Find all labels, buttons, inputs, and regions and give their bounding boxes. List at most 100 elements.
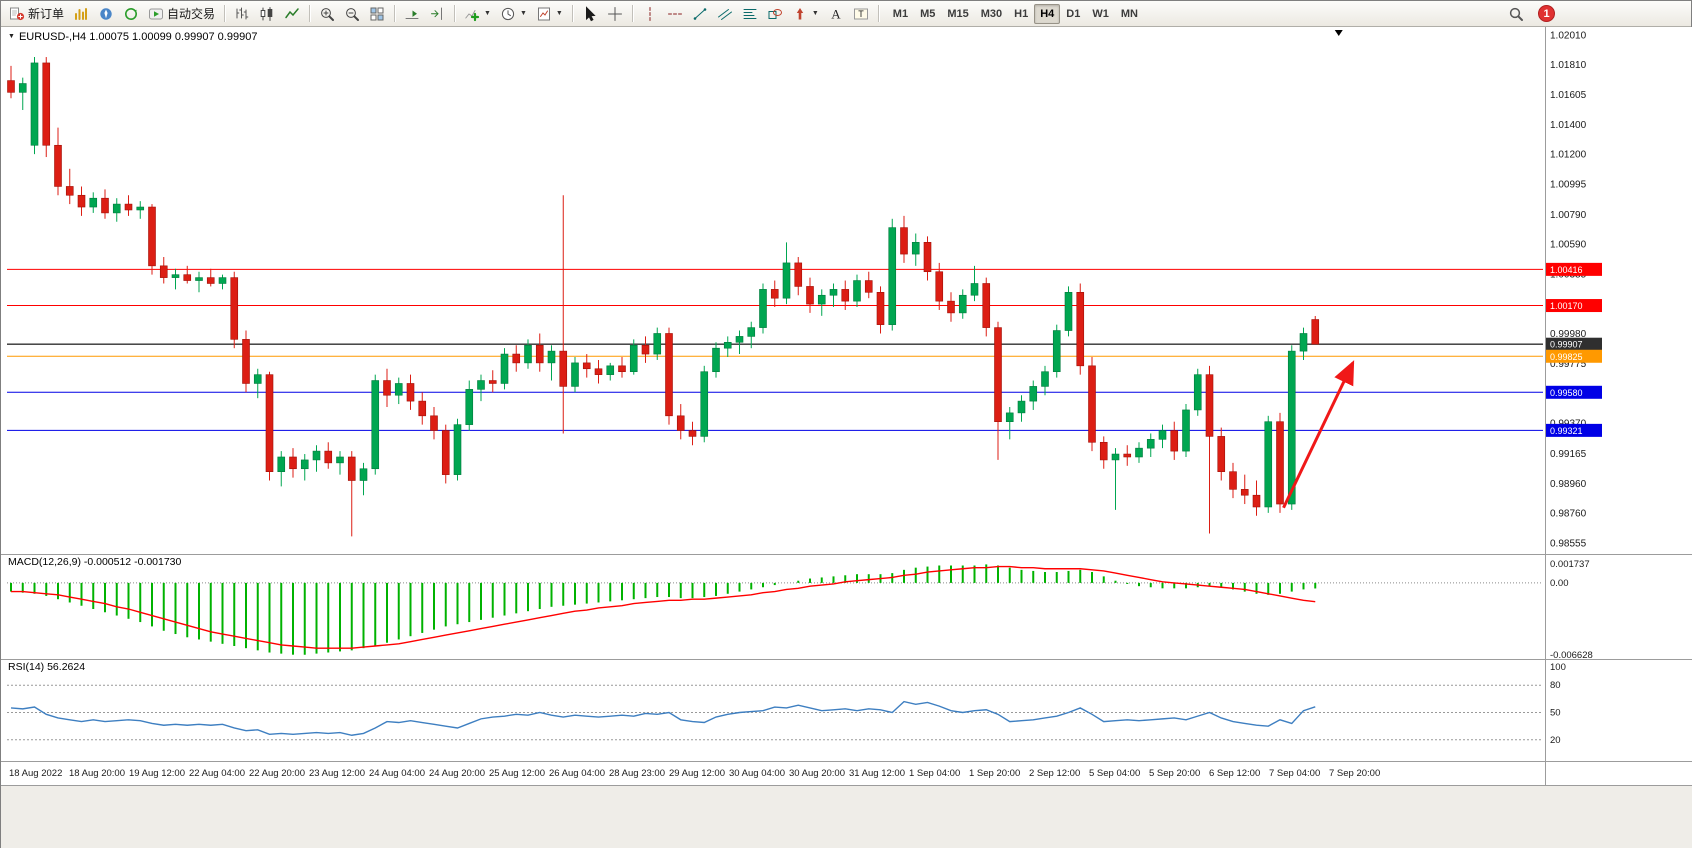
- bar-chart-button[interactable]: [230, 3, 254, 25]
- svg-text:1.01400: 1.01400: [1550, 120, 1587, 131]
- timeframe-m15-button[interactable]: M15: [947, 7, 969, 20]
- text-button[interactable]: A: [824, 3, 848, 25]
- timeframe-m30-button[interactable]: M30: [980, 7, 1003, 20]
- arrows-icon: [792, 6, 808, 22]
- search-icon: [1508, 6, 1524, 22]
- toolbar: 新订单 自动交易 ▼ ▼ ▼ ▼ A T M1 M5 M15 M30 H1 H4 D1 W1 MN 1: [1, 1, 1691, 27]
- periods-button[interactable]: ▼: [496, 3, 531, 25]
- svg-text:18 Aug 2022: 18 Aug 2022: [9, 768, 62, 779]
- terminal-button[interactable]: [119, 3, 143, 25]
- svg-text:5 Sep 20:00: 5 Sep 20:00: [1149, 768, 1200, 779]
- timeframe-h4-button[interactable]: H4: [1034, 3, 1061, 24]
- navigator-button[interactable]: [94, 3, 118, 25]
- svg-text:23 Aug 12:00: 23 Aug 12:00: [309, 768, 365, 779]
- svg-text:20: 20: [1550, 735, 1561, 746]
- clock-icon: [500, 6, 516, 22]
- notification-badge[interactable]: 1: [1538, 5, 1555, 22]
- fibonacci-button[interactable]: [738, 3, 762, 25]
- zoom-in-icon: [319, 6, 335, 22]
- dropdown-caret-icon[interactable]: ▼: [811, 10, 819, 17]
- trend-arrow-annotation[interactable]: [1282, 360, 1355, 509]
- timeframe-m1-button[interactable]: M1: [892, 7, 909, 20]
- text-label-icon: T: [853, 6, 869, 22]
- crosshair-icon: [607, 6, 623, 22]
- svg-text:1.01605: 1.01605: [1550, 90, 1587, 101]
- zoom-in-button[interactable]: [315, 3, 339, 25]
- timeframe-mn-button[interactable]: MN: [1120, 7, 1138, 20]
- svg-text:18 Aug 20:00: 18 Aug 20:00: [69, 768, 125, 779]
- arrows-button[interactable]: ▼: [788, 3, 823, 25]
- indicators-button[interactable]: ▼: [460, 3, 495, 25]
- svg-text:0.99907: 0.99907: [1550, 340, 1583, 350]
- timeframe-w1-button[interactable]: W1: [1092, 7, 1109, 20]
- svg-text:1 Sep 20:00: 1 Sep 20:00: [969, 768, 1020, 779]
- time-axis[interactable]: 18 Aug 2022 18 Aug 20:00 19 Aug 12:00 22 Au…: [9, 768, 1380, 779]
- toolbar-separator: [454, 5, 456, 22]
- svg-text:80: 80: [1550, 680, 1561, 691]
- crosshair-button[interactable]: [603, 3, 627, 25]
- channel-icon: [717, 6, 733, 22]
- auto-scroll-button[interactable]: [400, 3, 424, 25]
- timeframe-m5-button[interactable]: M5: [920, 7, 936, 20]
- auto-trading-button[interactable]: 自动交易: [144, 3, 219, 25]
- price-tag: [1546, 385, 1602, 399]
- macd-axis[interactable]: 0.001737 0.00 -0.006628: [1550, 559, 1593, 661]
- price-tag: [1546, 423, 1602, 437]
- bars-icon: [234, 6, 250, 22]
- trendline-button[interactable]: [688, 3, 712, 25]
- new-order-button[interactable]: 新订单: [5, 3, 68, 25]
- dropdown-caret-icon[interactable]: ▼: [519, 10, 527, 17]
- svg-text:1 Sep 04:00: 1 Sep 04:00: [909, 768, 960, 779]
- auto-trading-icon: [148, 6, 164, 22]
- timeframe-d1-button[interactable]: D1: [1066, 7, 1081, 20]
- macd-signal-line: [11, 565, 1316, 649]
- svg-text:1.00170: 1.00170: [1550, 301, 1583, 311]
- svg-text:0.99580: 0.99580: [1550, 388, 1583, 398]
- dropdown-caret-icon[interactable]: ▼: [484, 10, 491, 17]
- vline-icon: [642, 6, 658, 22]
- cursor-icon: [582, 5, 598, 22]
- line-icon: [284, 6, 300, 22]
- search-button[interactable]: [1504, 3, 1528, 25]
- candlestick-series[interactable]: [7, 57, 1320, 537]
- chart-shift-button[interactable]: [425, 3, 449, 25]
- market-watch-button[interactable]: [69, 3, 93, 25]
- vertical-line-button[interactable]: [638, 3, 662, 25]
- level-lines: [7, 268, 1543, 431]
- svg-text:1.00590: 1.00590: [1550, 239, 1587, 250]
- time-marker-icon: [1334, 30, 1343, 36]
- chart-canvas[interactable]: 1.02010 1.01810 1.01605 1.01400 1.01200 1.009…: [1, 27, 1692, 848]
- svg-text:1.01810: 1.01810: [1550, 60, 1587, 71]
- line-chart-button[interactable]: [280, 3, 304, 25]
- window-bottom-filler: [1, 785, 1692, 848]
- svg-text:5 Sep 04:00: 5 Sep 04:00: [1089, 768, 1140, 779]
- rsi-axis[interactable]: 100 80 50 20: [1550, 662, 1566, 746]
- chart-shift-icon: [429, 6, 445, 22]
- svg-text:-0.006628: -0.006628: [1550, 650, 1593, 661]
- svg-text:22 Aug 04:00: 22 Aug 04:00: [189, 768, 245, 779]
- cursor-button[interactable]: [578, 3, 602, 25]
- svg-text:29 Aug 12:00: 29 Aug 12:00: [669, 768, 725, 779]
- dropdown-caret-icon[interactable]: ▼: [555, 10, 563, 17]
- tile-windows-button[interactable]: [365, 3, 389, 25]
- shapes-button[interactable]: [763, 3, 787, 25]
- zoom-out-button[interactable]: [340, 3, 364, 25]
- svg-text:26 Aug 04:00: 26 Aug 04:00: [549, 768, 605, 779]
- candlestick-chart-button[interactable]: [255, 3, 279, 25]
- new-order-icon: [9, 6, 25, 22]
- channel-button[interactable]: [713, 3, 737, 25]
- auto-scroll-icon: [404, 6, 420, 22]
- chart-window[interactable]: 1.02010 1.01810 1.01605 1.01400 1.01200 1.009…: [1, 27, 1692, 848]
- svg-text:0.98760: 0.98760: [1550, 508, 1587, 519]
- navigator-icon: [98, 6, 114, 22]
- svg-text:24 Aug 04:00: 24 Aug 04:00: [369, 768, 425, 779]
- svg-text:0.99321: 0.99321: [1550, 426, 1583, 436]
- macd-histogram: [10, 564, 1317, 655]
- rsi-line: [10, 700, 1316, 736]
- text-label-button[interactable]: T: [849, 3, 873, 25]
- fibo-icon: [742, 6, 758, 22]
- templates-button[interactable]: ▼: [532, 3, 567, 25]
- svg-text:24 Aug 20:00: 24 Aug 20:00: [429, 768, 485, 779]
- timeframe-h1-button[interactable]: H1: [1014, 7, 1029, 20]
- horizontal-line-button[interactable]: [663, 3, 687, 25]
